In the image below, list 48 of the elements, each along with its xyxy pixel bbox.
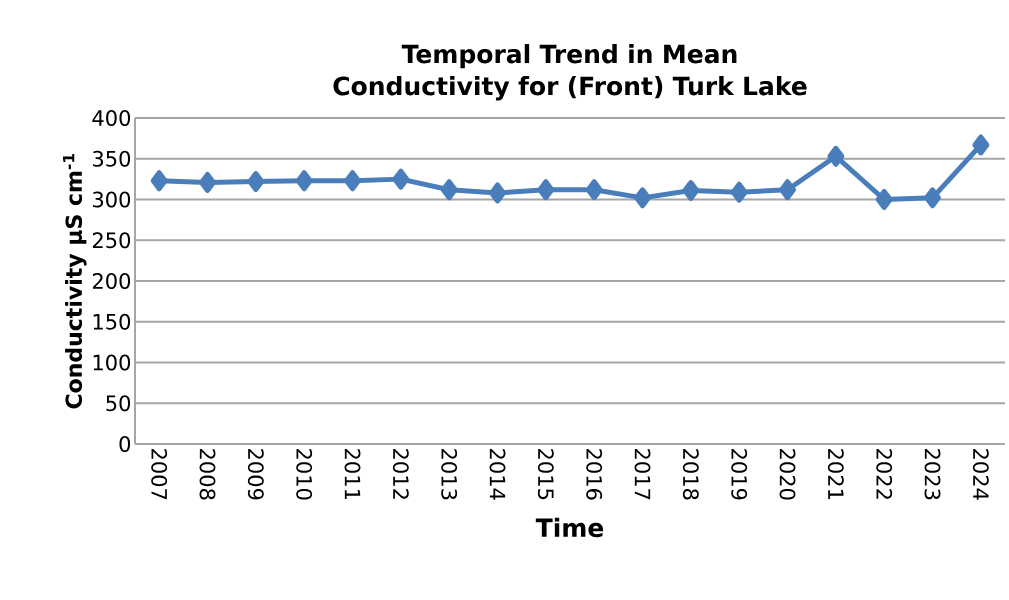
x-tick-label: 2017: [634, 449, 651, 500]
point: [489, 182, 507, 204]
x-tick-label: 2020: [779, 449, 796, 500]
x-tick-label: 2023: [924, 449, 941, 500]
x-tick-label: 2024: [972, 449, 989, 500]
y-tick-label: 200: [92, 273, 131, 289]
x-tick-label: 2016: [586, 449, 603, 500]
point: [199, 171, 216, 193]
chart-title: Temporal Trend in Mean Conductivity for (Front) Turk Lake: [333, 44, 807, 101]
point: [537, 179, 555, 201]
point: [682, 180, 700, 202]
y-tick-label: 50: [106, 395, 131, 412]
point: [634, 187, 651, 209]
point: [392, 168, 410, 190]
x-tick-label: 2010: [296, 449, 313, 500]
x-axis-title: Time: [535, 517, 604, 538]
x-tick-label: 2009: [247, 449, 264, 500]
y-tick-label: 150: [93, 313, 131, 330]
y-tick-label: 300: [92, 191, 131, 208]
point: [875, 189, 893, 210]
x-tick-label: 2014: [489, 449, 506, 500]
point: [247, 171, 265, 193]
x-tick-label: 2011: [344, 449, 361, 500]
point: [585, 179, 603, 201]
x-tick-label: 2013: [441, 449, 458, 500]
y-axis-title: Conductivity µS cm$^{-1}$: [63, 154, 87, 409]
point: [972, 134, 990, 156]
point: [827, 145, 845, 167]
point: [779, 179, 797, 201]
y-tick-label: 250: [92, 232, 131, 249]
y-tick-label: 0: [119, 436, 131, 452]
x-tick-label: 2015: [537, 449, 554, 500]
point: [344, 170, 361, 192]
y-tick-label: 400: [92, 110, 131, 126]
x-tick-label: 2012: [392, 449, 409, 499]
x-tick-label: 2008: [199, 449, 216, 500]
y-tick-label: 350: [92, 150, 131, 167]
x-tick-label: 2018: [682, 449, 699, 500]
x-tick-label: 2007: [151, 449, 168, 500]
point: [150, 170, 168, 192]
x-tick-label: 2019: [731, 449, 748, 500]
point: [730, 181, 748, 203]
y-tick-label: 100: [93, 354, 131, 371]
point: [440, 179, 458, 201]
x-tick-label: 2021: [827, 449, 844, 500]
point: [924, 187, 942, 209]
x-tick-label: 2022: [876, 449, 893, 499]
point: [295, 170, 313, 192]
